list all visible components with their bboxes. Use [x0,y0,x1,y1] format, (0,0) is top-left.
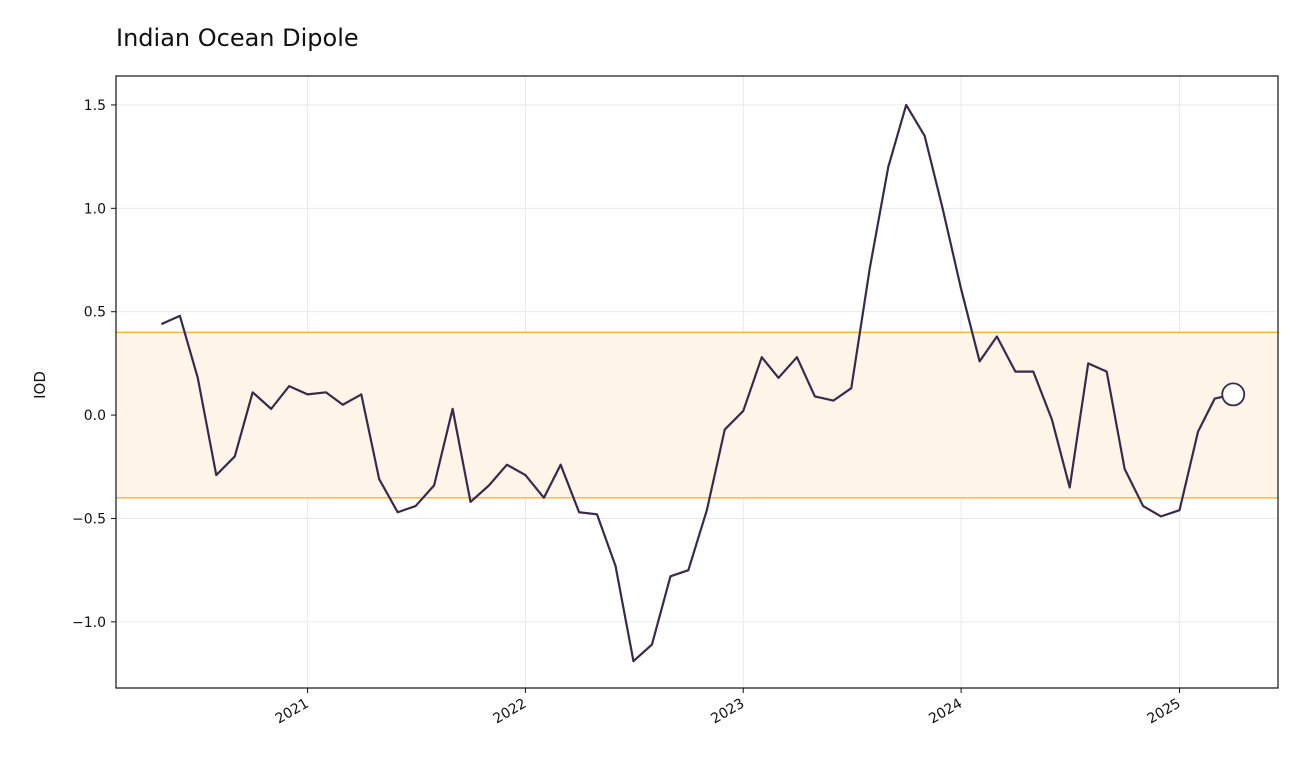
y-axis-label: IOD [31,371,49,399]
last-point-marker [1221,382,1246,407]
x-tick-label: 2025 [1145,696,1184,728]
threshold-band [116,332,1278,498]
y-tick-label: 0.0 [84,408,106,424]
plot-frame [115,75,1279,689]
y-tick-label: 1.5 [84,98,106,114]
series-layer [160,103,1246,663]
y-tick-label: 1.0 [84,201,106,217]
x-tick-label: 2023 [708,696,747,728]
iod-series-line [160,103,1234,663]
x-tick-label: 2022 [491,696,530,728]
y-tick-label: −0.5 [72,511,106,527]
threshold-band-layer [116,331,1278,499]
y-tick-label: −1.0 [72,615,106,631]
y-tick-label: 0.5 [84,305,106,321]
chart-title: Indian Ocean Dipole [116,24,359,52]
x-tick-label: 2021 [273,696,312,728]
x-tick-label: 2024 [926,696,965,728]
